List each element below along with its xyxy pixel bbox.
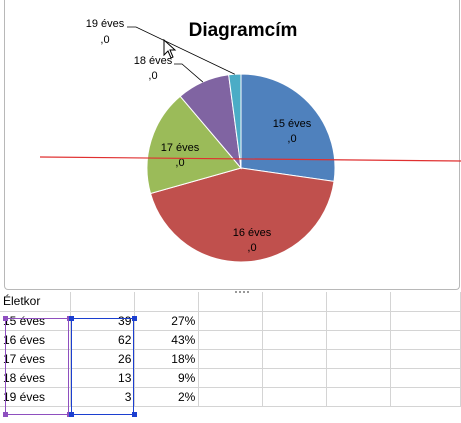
age-label-cell[interactable]: 16 éves: [0, 330, 72, 350]
empty-cell[interactable]: [390, 292, 461, 312]
empty-cell[interactable]: [326, 387, 392, 407]
data-label-18[interactable]: 18 éves: [134, 55, 173, 67]
empty-cell[interactable]: [198, 368, 264, 388]
empty-cell[interactable]: [390, 311, 461, 331]
empty-cell[interactable]: [390, 349, 461, 369]
count-cell[interactable]: 3: [70, 387, 136, 407]
percent-cell[interactable]: 27%: [134, 311, 200, 331]
drawn-red-line[interactable]: [39, 156, 461, 162]
percent-cell[interactable]: 9%: [134, 368, 200, 388]
empty-cell[interactable]: [390, 368, 461, 388]
data-label-19[interactable]: 19 éves: [86, 18, 125, 30]
empty-cell[interactable]: [134, 292, 200, 312]
empty-cell[interactable]: [198, 292, 264, 312]
empty-cell[interactable]: [326, 311, 392, 331]
pie-chart[interactable]: Diagramcím 15 éves ,0 16 éves ,0 17 éves…: [0, 0, 461, 292]
selection-handle[interactable]: [3, 412, 8, 417]
empty-cell[interactable]: [262, 387, 328, 407]
pie-slice-16-éves[interactable]: [149, 167, 335, 263]
empty-cell[interactable]: [198, 311, 264, 331]
count-cell[interactable]: 13: [70, 368, 136, 388]
data-label-17[interactable]: 17 éves: [161, 142, 200, 154]
age-label-cell[interactable]: 18 éves: [0, 368, 72, 388]
empty-cell[interactable]: [262, 349, 328, 369]
worksheet-grid[interactable]: Életkor 15 éves 39 27% 16 éves 62 43% 17…: [0, 292, 461, 423]
empty-cell[interactable]: [198, 330, 264, 350]
empty-cell[interactable]: [390, 330, 461, 350]
pie-slice-15-éves[interactable]: [240, 73, 336, 182]
percent-cell[interactable]: 43%: [134, 330, 200, 350]
leader-line-19: [127, 26, 235, 75]
table-row: 17 éves 26 18%: [0, 349, 461, 369]
empty-cell[interactable]: [262, 330, 328, 350]
data-label-16-value[interactable]: ,0: [247, 242, 256, 254]
selection-handle[interactable]: [132, 316, 137, 321]
table-row: 19 éves 3 2%: [0, 387, 461, 407]
leader-line-18: [174, 63, 204, 83]
data-label-18-value[interactable]: ,0: [148, 70, 157, 82]
data-label-17-value[interactable]: ,0: [175, 157, 184, 169]
age-label-cell[interactable]: 19 éves: [0, 387, 72, 407]
empty-cell[interactable]: [390, 387, 461, 407]
selection-handle[interactable]: [132, 412, 137, 417]
empty-cell[interactable]: [198, 387, 264, 407]
mouse-pointer-icon: [163, 38, 177, 59]
empty-cell[interactable]: [326, 349, 392, 369]
age-label-cell[interactable]: 15 éves: [0, 311, 72, 331]
data-label-15[interactable]: 15 éves: [273, 118, 312, 130]
empty-cell[interactable]: [326, 330, 392, 350]
empty-cell[interactable]: [198, 349, 264, 369]
pie-slice-17-éves[interactable]: [146, 95, 242, 195]
empty-cell[interactable]: [262, 368, 328, 388]
percent-cell[interactable]: 18%: [134, 349, 200, 369]
age-label-cell[interactable]: 17 éves: [0, 349, 72, 369]
selection-handle[interactable]: [69, 412, 74, 417]
chart-title[interactable]: Diagramcím: [189, 20, 298, 41]
empty-cell[interactable]: [70, 292, 136, 312]
data-label-15-value[interactable]: ,0: [287, 133, 296, 145]
data-table: Életkor 15 éves 39 27% 16 éves 62 43% 17…: [0, 292, 461, 407]
count-cell[interactable]: 39: [70, 311, 136, 331]
count-cell[interactable]: 26: [70, 349, 136, 369]
table-row: 15 éves 39 27%: [0, 311, 461, 331]
empty-cell[interactable]: [326, 292, 392, 312]
table-row: 18 éves 13 9%: [0, 368, 461, 388]
percent-cell[interactable]: 2%: [134, 387, 200, 407]
selection-handle[interactable]: [3, 316, 8, 321]
count-cell[interactable]: 62: [70, 330, 136, 350]
empty-cell[interactable]: [262, 292, 328, 312]
table-row: 16 éves 62 43%: [0, 330, 461, 350]
header-cell[interactable]: Életkor: [0, 292, 72, 312]
data-label-19-value[interactable]: ,0: [100, 34, 109, 46]
empty-cell[interactable]: [262, 311, 328, 331]
selection-handle[interactable]: [69, 316, 74, 321]
empty-cell[interactable]: [326, 368, 392, 388]
data-label-16[interactable]: 16 éves: [233, 227, 272, 239]
